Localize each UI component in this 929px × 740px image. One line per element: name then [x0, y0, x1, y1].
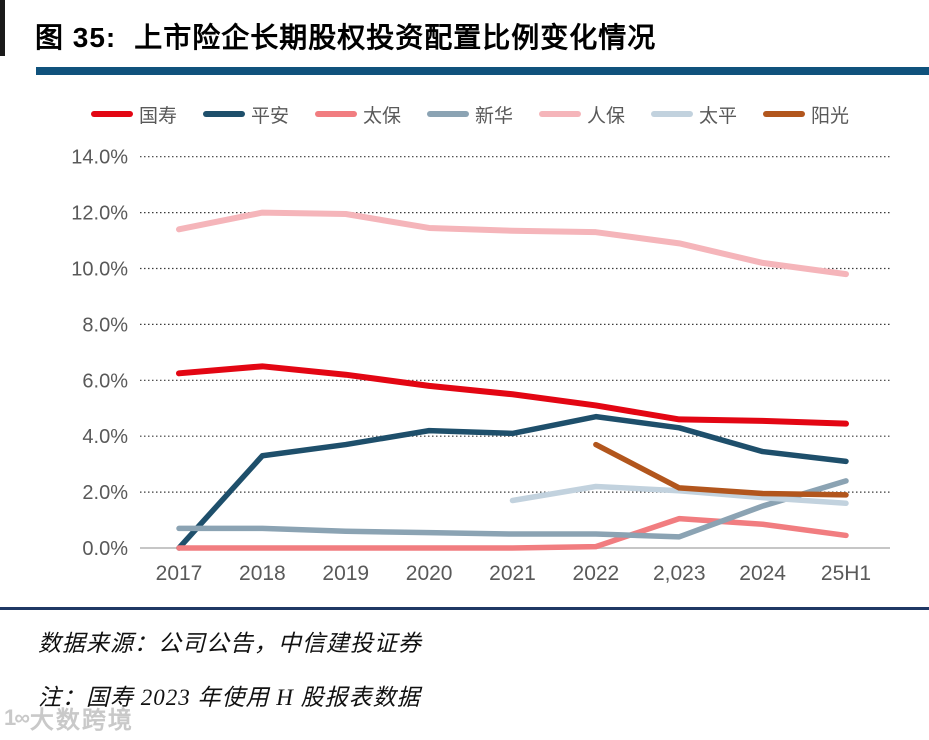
watermark: 1∞ 大数跨境	[4, 700, 134, 735]
figure-title: 图 35: 上市险企长期股权投资配置比例变化情况	[35, 16, 915, 56]
data-source-text: 数据来源：公司公告，中信建投证券	[38, 631, 422, 656]
series-line-新华	[176, 478, 849, 540]
watermark-text: 大数跨境	[29, 707, 134, 734]
legend-swatch-icon	[202, 111, 245, 117]
series-line-太保	[176, 515, 849, 551]
legend-swatch-icon	[763, 111, 806, 117]
legend-swatch-icon	[314, 111, 357, 117]
line-chart: 0.0% 2.0% 4.0% 6.0% 8.0% 10.0% 12.0% 14.0% 2017 2…	[0, 140, 929, 605]
legend-label: 阳光	[811, 105, 850, 127]
x-axis-tick-label: 2022	[573, 562, 620, 585]
legend-swatch-icon	[90, 111, 133, 117]
legend-label: 太平	[699, 105, 738, 127]
legend-label: 新华	[474, 105, 513, 127]
x-axis-tick-label: 2017	[156, 562, 203, 585]
x-axis-tick-label: 2021	[489, 562, 536, 585]
series-line-阳光	[593, 441, 849, 498]
series-line-人保	[176, 209, 849, 278]
y-axis-tick-label: 0.0%	[82, 538, 128, 560]
x-axis-tick-label: 2024	[739, 562, 786, 585]
figure-title-text: 上市险企长期股权投资配置比例变化情况	[134, 22, 657, 53]
legend-swatch-icon	[651, 111, 694, 117]
y-axis-tick-label: 12.0%	[71, 203, 128, 225]
footnote-text: 注：国寿 2023 年使用 H 股报表数据	[38, 685, 421, 710]
figure-number: 图 35:	[35, 22, 117, 53]
legend-swatch-icon	[426, 111, 469, 117]
chart-canvas: 0.0% 2.0% 4.0% 6.0% 8.0% 10.0% 12.0% 14.0% 2017 2…	[71, 147, 890, 585]
y-axis-tick-label: 4.0%	[82, 426, 128, 448]
legend-label: 国寿	[138, 105, 177, 127]
legend-item-平安: 平安	[202, 101, 289, 128]
title-underline-bar	[36, 67, 929, 75]
legend-item-新华: 新华	[426, 101, 513, 128]
legend-label: 人保	[587, 105, 626, 127]
legend-label: 太保	[362, 105, 401, 127]
series-line-太平	[509, 483, 849, 507]
series-line-国寿	[176, 363, 849, 427]
legend-item-国寿: 国寿	[90, 101, 177, 128]
legend-item-人保: 人保	[539, 101, 625, 128]
y-axis-tick-label: 6.0%	[82, 370, 128, 392]
legend-item-太保: 太保	[314, 101, 401, 128]
x-axis-tick-label: 25H1	[821, 562, 871, 585]
y-axis-tick-label: 14.0%	[71, 147, 128, 169]
y-axis-tick-label: 2.0%	[82, 482, 128, 504]
x-axis-tick-label: 2020	[406, 562, 453, 585]
x-axis-tick-label: 2018	[239, 562, 286, 585]
legend-item-太平: 太平	[651, 101, 737, 128]
legend-item-阳光: 阳光	[763, 101, 849, 128]
series-line-平安	[176, 413, 849, 551]
x-axis-tick-label: 2019	[322, 562, 369, 585]
x-axis-tick-label: 2,023	[653, 562, 706, 585]
legend-swatch-icon	[539, 111, 581, 117]
y-axis-tick-label: 10.0%	[71, 259, 128, 281]
page-left-border	[0, 0, 5, 56]
chart-legend: 国寿 平安 太保 新华 人保 太平 阳光	[70, 100, 870, 128]
y-axis-tick-label: 8.0%	[82, 314, 128, 336]
watermark-logo-icon: 1∞	[4, 704, 30, 730]
legend-label: 平安	[250, 105, 289, 127]
footer-divider	[0, 607, 929, 610]
